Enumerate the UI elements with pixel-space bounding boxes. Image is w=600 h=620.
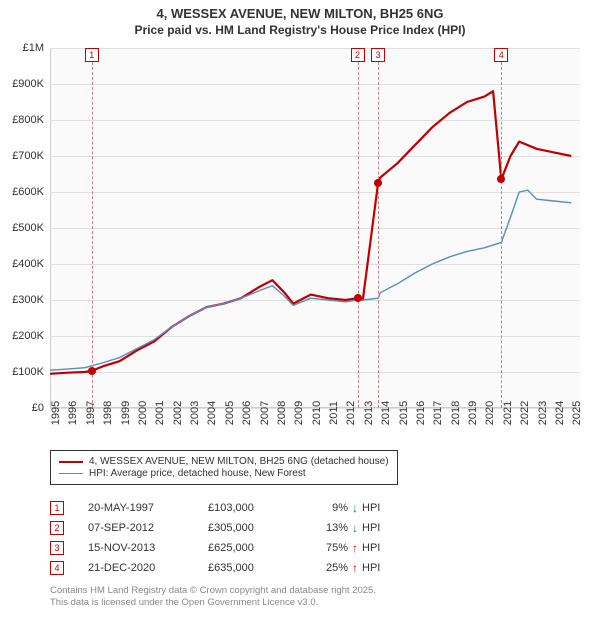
y-tick-label: £400K	[0, 258, 44, 270]
x-tick-label: 2015	[398, 401, 410, 425]
x-tick-label: 2003	[189, 401, 201, 425]
sale-price: £635,000	[208, 562, 308, 574]
x-tick-label: 2002	[172, 401, 184, 425]
sale-date: 07-SEP-2012	[88, 522, 208, 534]
sale-marker-line	[501, 62, 502, 408]
y-tick-label: £800K	[0, 114, 44, 126]
sale-dot	[354, 294, 362, 302]
x-tick-label: 2010	[311, 401, 323, 425]
x-tick-label: 1999	[120, 401, 132, 425]
arrow-icon: ↓	[348, 521, 362, 535]
sale-marker-line	[358, 62, 359, 408]
x-tick-label: 2024	[554, 401, 566, 425]
x-tick-label: 2017	[432, 401, 444, 425]
sale-row: 4 21-DEC-2020£635,00025%↑HPI	[50, 558, 392, 578]
sale-row-marker: 2	[50, 521, 64, 535]
x-tick-label: 2016	[415, 401, 427, 425]
sale-hpi-label: HPI	[362, 542, 392, 554]
footer: Contains HM Land Registry data © Crown c…	[50, 585, 588, 609]
x-tick-label: 2009	[293, 401, 305, 425]
arrow-icon: ↓	[348, 501, 362, 515]
legend-swatch	[59, 461, 83, 463]
x-tick-label: 2023	[537, 401, 549, 425]
x-tick-label: 2020	[484, 401, 496, 425]
x-tick-label: 1998	[102, 401, 114, 425]
y-tick-label: £700K	[0, 150, 44, 162]
y-tick-label: £100K	[0, 366, 44, 378]
y-tick-label: £600K	[0, 186, 44, 198]
arrow-icon: ↑	[348, 541, 362, 555]
x-tick-label: 2013	[363, 401, 375, 425]
sale-row: 2 07-SEP-2012£305,00013%↓HPI	[50, 518, 392, 538]
legend-row: HPI: Average price, detached house, New …	[59, 468, 389, 479]
sale-marker-box: 4	[494, 48, 508, 62]
x-tick-label: 2022	[519, 401, 531, 425]
x-tick-label: 1996	[67, 401, 79, 425]
sale-marker-box: 2	[351, 48, 365, 62]
sale-marker-box: 3	[371, 48, 385, 62]
sale-marker-line	[92, 62, 93, 408]
x-tick-label: 2004	[206, 401, 218, 425]
series-property	[50, 91, 571, 374]
x-tick-label: 1995	[50, 401, 62, 425]
legend-row: 4, WESSEX AVENUE, NEW MILTON, BH25 6NG (…	[59, 456, 389, 467]
x-tick-label: 2019	[467, 401, 479, 425]
x-tick-label: 2006	[241, 401, 253, 425]
x-tick-label: 2025	[571, 401, 583, 425]
sale-row-marker: 3	[50, 541, 64, 555]
x-tick-label: 1997	[85, 401, 97, 425]
arrow-icon: ↑	[348, 561, 362, 575]
sale-hpi-label: HPI	[362, 562, 392, 574]
sale-dot	[497, 175, 505, 183]
sale-hpi-label: HPI	[362, 522, 392, 534]
sale-price: £103,000	[208, 502, 308, 514]
y-tick-label: £200K	[0, 330, 44, 342]
sale-date: 20-MAY-1997	[88, 502, 208, 514]
chart: 1234 £0£100K£200K£300K£400K£500K£600K£70…	[50, 48, 580, 408]
y-tick-label: £0	[0, 402, 44, 414]
sale-price: £305,000	[208, 522, 308, 534]
x-tick-label: 2001	[154, 401, 166, 425]
sale-pct: 75%	[308, 542, 348, 554]
x-tick-label: 2018	[450, 401, 462, 425]
legend: 4, WESSEX AVENUE, NEW MILTON, BH25 6NG (…	[50, 450, 398, 485]
sale-dot	[88, 367, 96, 375]
x-tick-label: 2012	[345, 401, 357, 425]
sale-row-marker: 1	[50, 501, 64, 515]
x-tick-label: 2021	[502, 401, 514, 425]
sale-pct: 25%	[308, 562, 348, 574]
legend-swatch	[59, 473, 83, 474]
sale-pct: 13%	[308, 522, 348, 534]
y-tick-label: £900K	[0, 78, 44, 90]
sale-date: 15-NOV-2013	[88, 542, 208, 554]
footer-line-1: Contains HM Land Registry data © Crown c…	[50, 585, 588, 597]
sale-row: 1 20-MAY-1997£103,0009%↓HPI	[50, 498, 392, 518]
y-tick-label: £300K	[0, 294, 44, 306]
sale-hpi-label: HPI	[362, 502, 392, 514]
y-tick-label: £1M	[0, 42, 44, 54]
sale-dot	[374, 179, 382, 187]
title-subtitle: Price paid vs. HM Land Registry's House …	[0, 23, 600, 37]
x-tick-label: 2000	[137, 401, 149, 425]
sales-table: 120-MAY-1997£103,0009%↓HPI207-SEP-2012£3…	[50, 498, 392, 578]
x-tick-label: 2011	[328, 401, 340, 425]
legend-label: 4, WESSEX AVENUE, NEW MILTON, BH25 6NG (…	[89, 456, 389, 467]
title-address: 4, WESSEX AVENUE, NEW MILTON, BH25 6NG	[0, 6, 600, 21]
legend-label: HPI: Average price, detached house, New …	[89, 468, 306, 479]
sale-price: £625,000	[208, 542, 308, 554]
sale-pct: 9%	[308, 502, 348, 514]
sale-row: 3 15-NOV-2013£625,00075%↑HPI	[50, 538, 392, 558]
x-tick-label: 2008	[276, 401, 288, 425]
series-hpi	[50, 190, 571, 370]
x-tick-label: 2005	[224, 401, 236, 425]
y-tick-label: £500K	[0, 222, 44, 234]
sale-marker-line	[378, 62, 379, 408]
sale-marker-box: 1	[85, 48, 99, 62]
x-tick-label: 2007	[259, 401, 271, 425]
x-tick-label: 2014	[380, 401, 392, 425]
footer-line-2: This data is licensed under the Open Gov…	[50, 597, 588, 609]
sale-date: 21-DEC-2020	[88, 562, 208, 574]
sale-row-marker: 4	[50, 561, 64, 575]
